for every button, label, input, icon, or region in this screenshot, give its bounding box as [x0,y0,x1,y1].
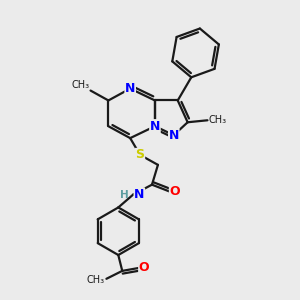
Text: N: N [125,82,135,95]
Text: CH₃: CH₃ [86,275,104,285]
Text: O: O [169,185,180,198]
Text: CH₃: CH₃ [71,80,90,90]
Text: CH₃: CH₃ [208,115,226,125]
Text: N: N [134,188,145,201]
Text: N: N [150,120,160,133]
Text: O: O [139,261,149,274]
Text: N: N [169,129,179,142]
Text: H: H [120,190,129,200]
Text: S: S [136,148,145,161]
